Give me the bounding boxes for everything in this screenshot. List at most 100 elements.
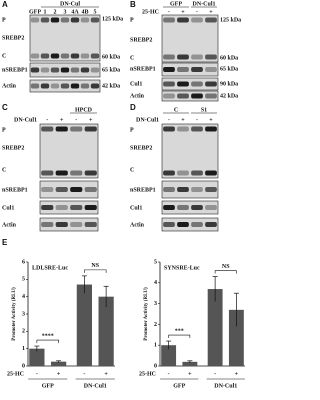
band (55, 205, 68, 210)
band (163, 67, 175, 72)
band (60, 53, 70, 59)
band (70, 67, 80, 73)
row-label: SREBP2 (130, 145, 152, 151)
x-tick-label: - (168, 371, 170, 377)
group-label: DN-Cul1 (84, 383, 107, 389)
band (41, 222, 54, 227)
x-row-label: 25-HC (139, 371, 156, 377)
band (60, 67, 70, 73)
bar (182, 361, 198, 366)
band (30, 17, 40, 23)
y-tick-label: 4 (22, 294, 25, 300)
y-tick-label: 1 (154, 343, 157, 349)
x-tick-label: - (36, 371, 38, 377)
row-label: C (130, 55, 134, 61)
band (84, 205, 97, 210)
lane-label: 4A (71, 9, 79, 15)
bracket (36, 339, 59, 344)
band (70, 205, 83, 210)
lane-label: GFP (29, 9, 41, 15)
annotation: NS (91, 263, 99, 269)
band (177, 81, 189, 87)
x-tick-label: + (235, 371, 239, 377)
blot (161, 217, 219, 232)
band (84, 187, 97, 192)
treatment-label: 25-HC (142, 9, 159, 15)
row-label: C (130, 167, 134, 173)
band (60, 83, 70, 89)
y-tick-label: 4 (154, 280, 157, 286)
band (30, 53, 40, 59)
bracket (214, 270, 237, 274)
band (90, 17, 100, 23)
band (191, 93, 203, 99)
band (90, 67, 100, 73)
y-axis-label: Promoter Activity (RLU) (12, 287, 17, 341)
row-label: C (2, 167, 6, 173)
band (41, 170, 54, 176)
row-label: C (2, 53, 6, 59)
band (163, 93, 175, 99)
row-label: SREBP2 (130, 37, 152, 43)
bracket (84, 269, 107, 273)
annotation: *** (175, 328, 184, 334)
band (163, 222, 175, 227)
band (40, 67, 50, 73)
treatment-label: DN-Cul1 (136, 117, 159, 123)
row-label: nSREBP1 (2, 67, 28, 73)
y-tick-label: 1 (22, 346, 25, 352)
band (41, 126, 54, 132)
marker-label: 125 kDa (102, 16, 123, 22)
band (177, 170, 189, 176)
band (40, 17, 50, 23)
band (30, 67, 40, 73)
treatment-label: DN-Cul1 (14, 117, 37, 123)
band (70, 170, 83, 176)
marker-label: 60 kDa (102, 54, 120, 60)
band (84, 170, 97, 176)
band (55, 187, 68, 192)
group-label: DN-Cul1 (214, 383, 237, 389)
row-label: P (130, 17, 134, 23)
band (80, 83, 90, 89)
blot (161, 200, 219, 215)
group-label: GFP (170, 1, 182, 7)
group-label: S1 (201, 107, 207, 113)
blot (161, 62, 219, 77)
band (41, 187, 54, 192)
blot (161, 14, 219, 63)
row-label: P (2, 17, 6, 23)
band (191, 205, 203, 210)
bar (228, 309, 244, 366)
band (40, 53, 50, 59)
chart-title: SYNSRE-Luc (164, 265, 200, 271)
group-label: C (174, 107, 178, 113)
blot (39, 123, 99, 179)
band (191, 17, 203, 23)
band (177, 54, 189, 60)
band (70, 83, 80, 89)
band (191, 54, 203, 60)
band (205, 170, 217, 176)
band (191, 222, 203, 227)
group-label: GFP (42, 383, 54, 389)
band (60, 17, 70, 23)
blot (39, 217, 99, 232)
lane-sign: - (46, 117, 48, 123)
band (191, 81, 203, 87)
band (177, 126, 189, 132)
row-label: SREBP2 (2, 35, 24, 41)
row-label: nSREBP1 (130, 66, 156, 72)
row-label: Actin (2, 222, 17, 228)
bar (76, 284, 92, 366)
annotation: **** (42, 333, 54, 339)
row-label: SREBP2 (2, 145, 24, 151)
y-tick-label: 6 (22, 259, 25, 265)
band (163, 54, 175, 60)
band (205, 67, 217, 72)
blot (161, 180, 219, 199)
band (191, 67, 203, 72)
band (50, 53, 60, 59)
band (70, 17, 80, 23)
band (84, 126, 97, 132)
